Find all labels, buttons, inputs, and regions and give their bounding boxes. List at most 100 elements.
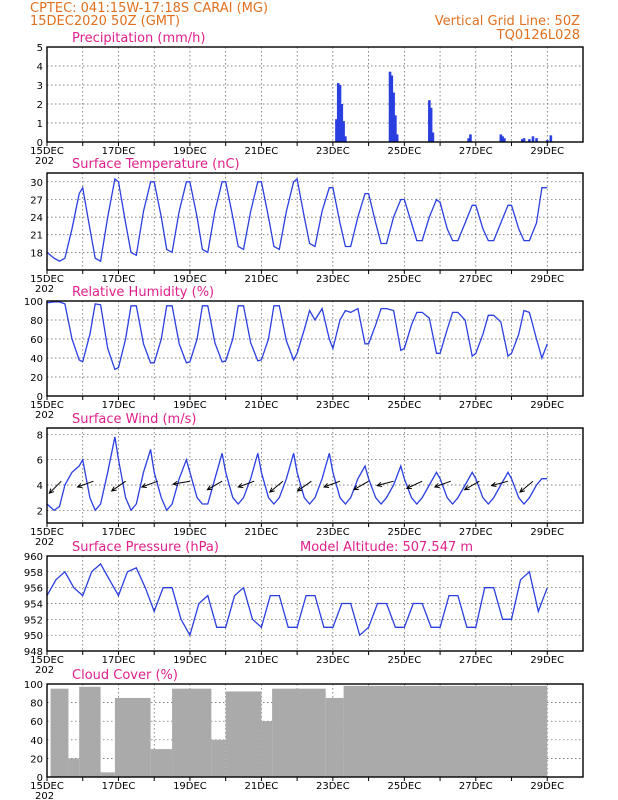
wind-arrowhead <box>206 485 213 491</box>
x-tick-label: 19DEC <box>173 655 207 666</box>
y-tick-label: 948 <box>24 647 43 658</box>
precip-bar <box>392 92 395 142</box>
panel-frame <box>46 46 584 143</box>
series-line <box>46 562 548 637</box>
x-tick-label: 25DEC <box>387 400 421 411</box>
precip-bar <box>549 135 553 142</box>
x-tick-label: 15DEC <box>30 400 64 411</box>
cloud-bar <box>79 686 101 777</box>
x-tick-label: 19DEC <box>173 274 207 285</box>
precip-bar <box>535 138 538 142</box>
precip-bar <box>394 115 397 142</box>
wind-arrowhead <box>433 483 440 489</box>
precip-bar <box>499 134 503 142</box>
series-line <box>46 177 548 263</box>
x-tick-label: 19DEC <box>173 781 207 792</box>
panel-2: Surface Temperature (nC) 18 21 24 27 30 15DEC 1… <box>30 157 584 295</box>
x-tick-label: 25DEC <box>387 655 421 666</box>
x-tick-label: 25DEC <box>387 781 421 792</box>
y-tick-label: 60 <box>30 717 43 728</box>
x-tick-label: 17DEC <box>102 655 136 666</box>
precip-bar <box>335 119 338 142</box>
y-tick-label: 60 <box>30 335 43 346</box>
cloud-bar <box>150 749 173 777</box>
x-year-label: 202 <box>35 665 54 676</box>
wind-arrowhead <box>405 484 412 489</box>
y-tick-label: 2 <box>37 100 43 111</box>
y-tick-label: 956 <box>24 584 43 595</box>
x-year-label: 202 <box>35 791 54 800</box>
x-tick-label: 17DEC <box>102 781 136 792</box>
x-tick-label: 29DEC <box>530 781 564 792</box>
cloud-bar <box>68 758 80 777</box>
wind-arrow <box>377 480 394 487</box>
wind-arrow <box>406 480 423 489</box>
y-tick-label: 3 <box>37 81 43 92</box>
precip-bar <box>428 100 431 142</box>
precip-bar <box>338 85 342 142</box>
y-tick-label: 0 <box>37 392 43 403</box>
wind-arrow <box>207 480 223 491</box>
precip-bar <box>390 75 394 142</box>
wind-arrow <box>141 480 158 488</box>
cloud-bar <box>261 721 273 777</box>
y-tick-label: 1 <box>37 119 43 130</box>
panel-title: Relative Humidity (%) <box>72 285 214 300</box>
x-year-label: 202 <box>35 156 54 167</box>
precip-bar <box>344 136 347 142</box>
header-vgrid: Vertical Grid Line: 50Z <box>435 14 580 29</box>
wind-arrowhead <box>76 483 83 489</box>
x-tick-label: 23DEC <box>316 274 350 285</box>
x-tick-label: 15DEC <box>30 527 64 538</box>
y-tick-label: 20 <box>30 373 43 384</box>
precip-bar <box>342 121 345 142</box>
x-tick-label: 23DEC <box>316 400 350 411</box>
x-tick-label: 27DEC <box>459 400 493 411</box>
x-tick-label: 25DEC <box>387 274 421 285</box>
y-tick-label: 4 <box>37 481 43 492</box>
wind-arrow <box>434 480 451 488</box>
precip-bar <box>528 139 531 142</box>
x-tick-label: 21DEC <box>245 146 279 157</box>
x-tick-label: 29DEC <box>530 527 564 538</box>
cloud-bar <box>100 772 115 777</box>
panel-title: Surface Temperature (nC) <box>72 157 240 172</box>
wind-arrowhead <box>172 480 179 486</box>
y-tick-label: 27 <box>30 195 43 206</box>
wind-arrowhead <box>48 488 55 495</box>
wind-arrow <box>464 480 480 491</box>
wind-arrowhead <box>140 483 147 489</box>
wind-arrowhead <box>352 485 359 491</box>
x-tick-label: 17DEC <box>102 527 136 538</box>
wind-arrow <box>297 480 312 492</box>
x-tick-label: 25DEC <box>387 146 421 157</box>
x-tick-label: 29DEC <box>530 400 564 411</box>
panel-frame <box>46 300 584 397</box>
cloud-bar <box>343 685 548 777</box>
x-tick-label: 23DEC <box>316 655 350 666</box>
header-location: CPTEC: 041:15W-17:18S CARAI (MG) <box>30 1 268 16</box>
x-tick-label: 19DEC <box>173 400 207 411</box>
x-year-label: 202 <box>35 537 54 548</box>
wind-arrow <box>111 480 126 492</box>
x-tick-label: 27DEC <box>459 527 493 538</box>
x-tick-label: 21DEC <box>245 400 279 411</box>
x-tick-label: 17DEC <box>102 400 136 411</box>
y-tick-label: 80 <box>30 699 43 710</box>
y-tick-label: 4 <box>37 62 43 73</box>
x-tick-label: 15DEC <box>30 781 64 792</box>
model-altitude: Model Altitude: 507.547 m <box>300 540 473 555</box>
wind-arrowhead <box>237 483 244 489</box>
precip-bar <box>340 104 344 142</box>
y-tick-label: 40 <box>30 354 43 365</box>
y-tick-label: 30 <box>30 178 43 189</box>
y-tick-label: 960 <box>24 552 43 563</box>
y-tick-label: 2 <box>37 506 43 517</box>
cloud-bar <box>172 688 212 777</box>
wind-arrowhead <box>268 487 275 493</box>
y-tick-label: 6 <box>37 456 43 467</box>
precip-bar <box>545 140 549 142</box>
x-tick-label: 21DEC <box>245 527 279 538</box>
wind-arrow <box>173 480 191 485</box>
header-code: TQ0126L028 <box>496 28 580 43</box>
